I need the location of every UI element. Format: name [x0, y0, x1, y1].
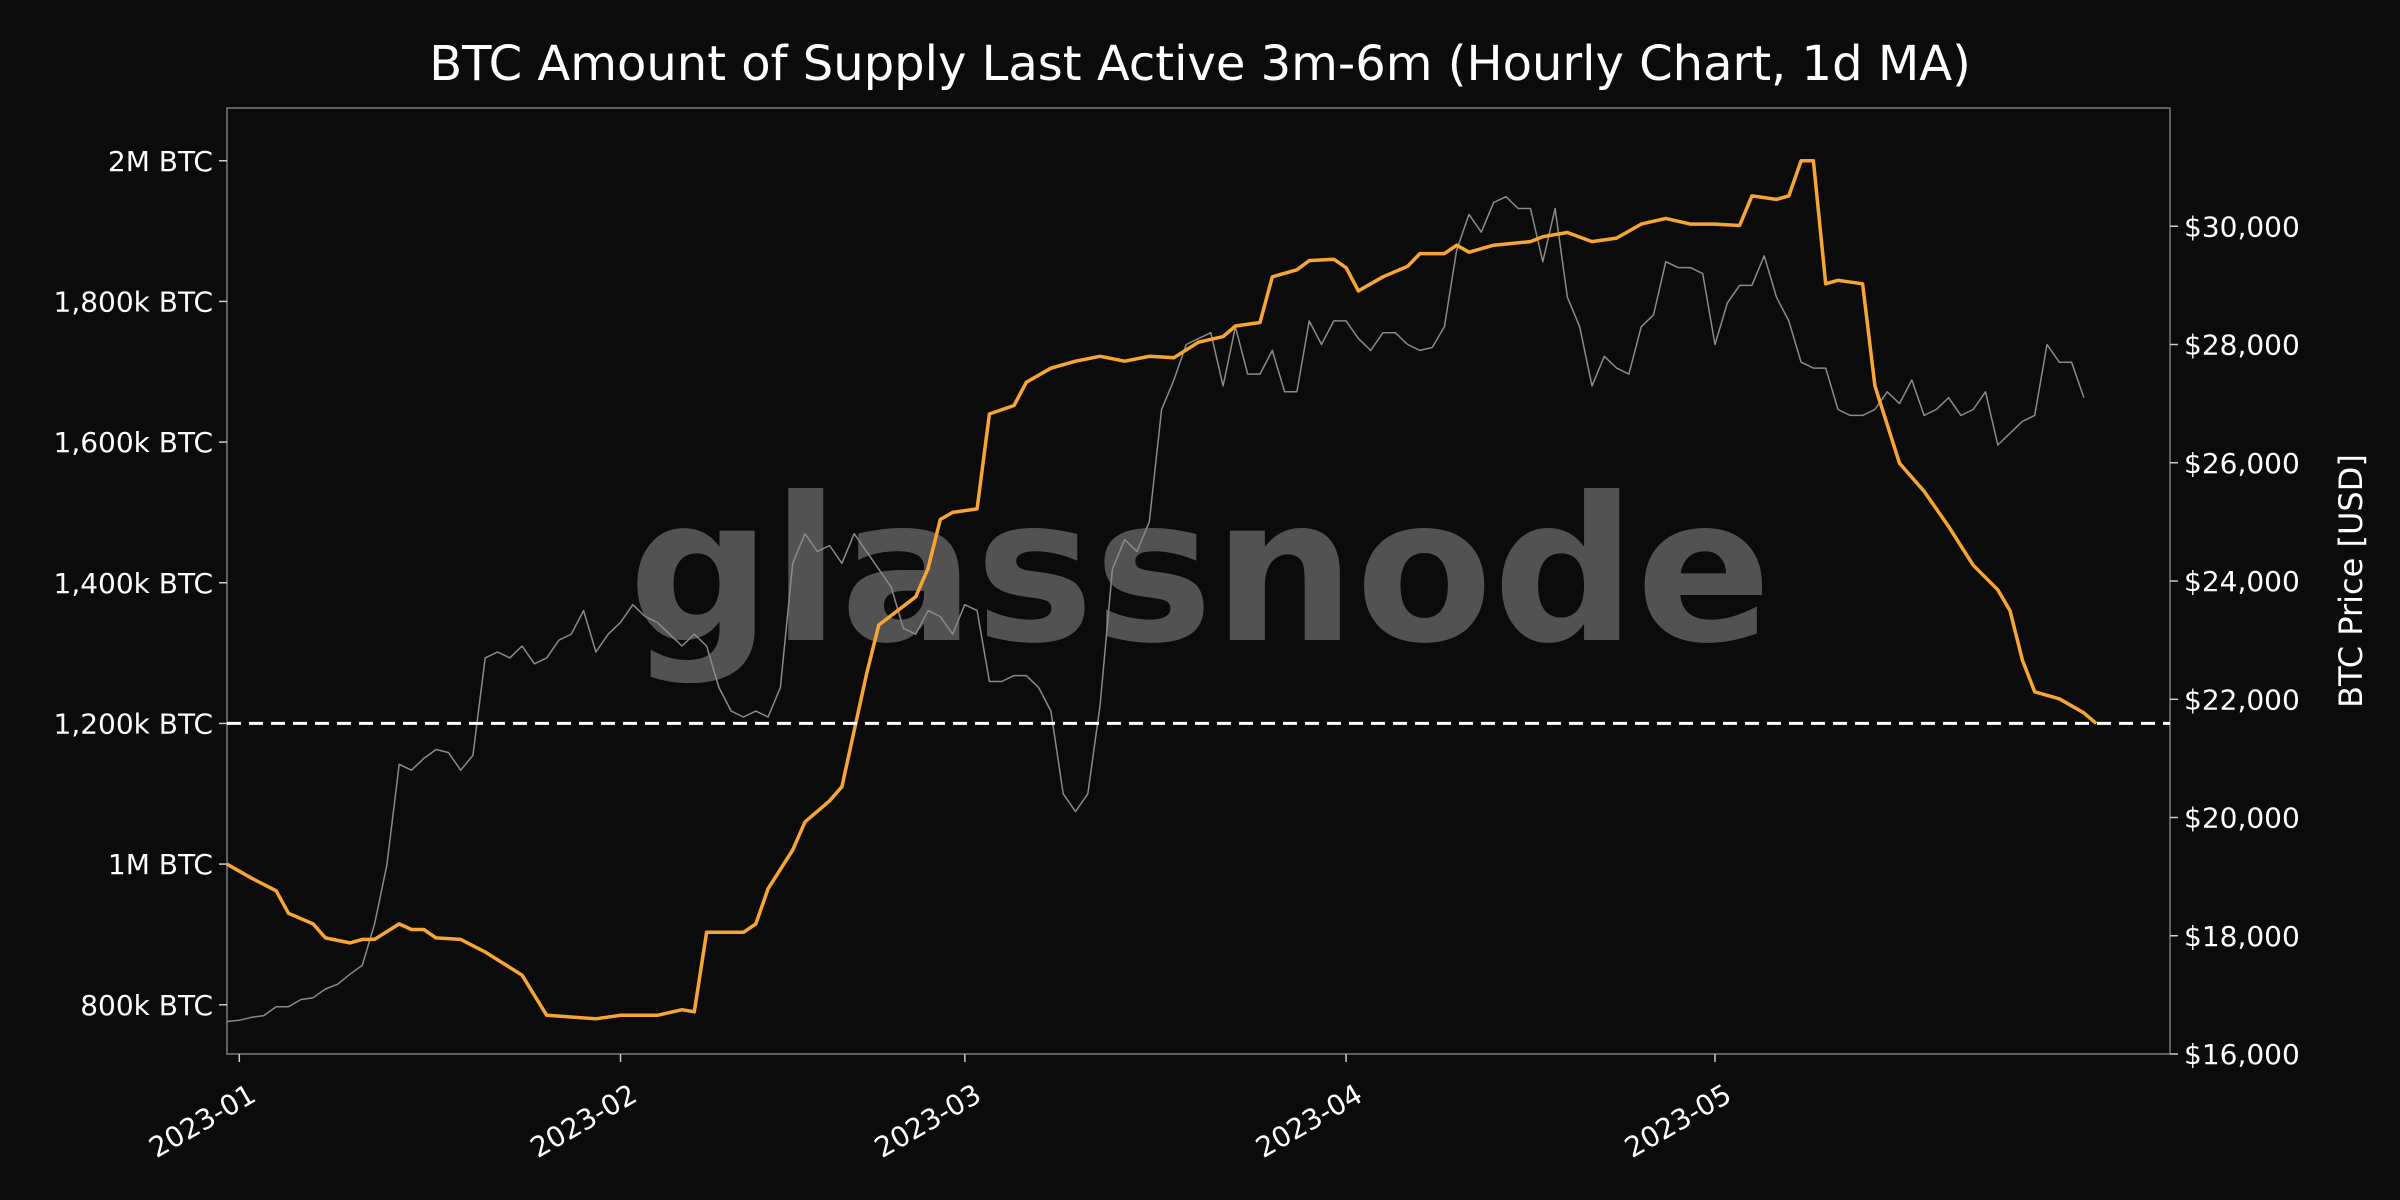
right-axis-ticks: $16,000 $18,000 $20,000 $22,000 $24,000 $26,0…: [2170, 210, 2300, 1071]
chart-title: BTC Amount of Supply Last Active 3m-6m (…: [429, 36, 1971, 92]
left-tick-label: 1,800k BTC: [54, 285, 214, 318]
supply-series-layer: [226, 159, 2098, 1021]
right-tick-label: $16,000: [2184, 1038, 2300, 1071]
price-series-layer: [226, 195, 2085, 1023]
left-tick-label: 1,200k BTC: [54, 707, 214, 740]
right-tick-label: $20,000: [2184, 802, 2300, 835]
right-tick-label: $28,000: [2184, 329, 2300, 362]
left-tick-label: 800k BTC: [80, 989, 213, 1022]
left-tick-label: 2M BTC: [108, 145, 213, 178]
supply-line: [226, 159, 2098, 1021]
watermark-logo: glassnode: [628, 455, 1771, 688]
right-tick-label: $26,000: [2184, 447, 2300, 480]
right-tick-label: $18,000: [2184, 920, 2300, 953]
left-tick-label: 1,600k BTC: [54, 426, 214, 459]
right-tick-label: $22,000: [2184, 683, 2300, 716]
left-axis-ticks: 800k BTC 1M BTC 1,200k BTC 1,400k BTC 1,600k…: [54, 145, 227, 1022]
right-axis-label: BTC Price [USD]: [2332, 454, 2370, 708]
left-tick-label: 1,400k BTC: [54, 567, 214, 600]
price-line: [226, 195, 2085, 1023]
left-tick-label: 1M BTC: [108, 848, 213, 881]
right-tick-label: $30,000: [2184, 210, 2300, 243]
right-tick-label: $24,000: [2184, 565, 2300, 598]
